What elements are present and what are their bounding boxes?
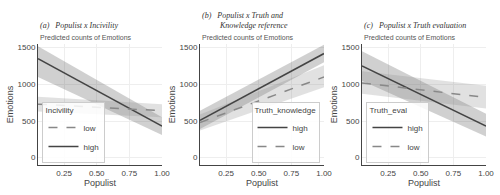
svg-text:1500: 1500: [180, 43, 198, 52]
svg-text:500: 500: [184, 117, 198, 126]
svg-text:(c) Populist x Truth evaluat: (c) Populist x Truth evaluation: [364, 21, 466, 30]
svg-text:0: 0: [193, 153, 198, 162]
svg-text:500: 500: [346, 117, 360, 126]
svg-text:high: high: [407, 124, 422, 133]
svg-text:1000: 1000: [180, 80, 198, 89]
svg-text:1.00: 1.00: [478, 169, 494, 178]
svg-text:Truth_knowledge: Truth_knowledge: [255, 106, 317, 115]
svg-text:(b) Populist x Truth and: (b) Populist x Truth and Knowledge refer…: [202, 11, 288, 30]
svg-text:(a) Populist x Incivility: (a) Populist x Incivility: [40, 21, 118, 30]
svg-text:1.00: 1.00: [154, 169, 170, 178]
svg-text:Predicted counts of Emotions: Predicted counts of Emotions: [364, 34, 456, 41]
svg-text:0.75: 0.75: [446, 169, 462, 178]
svg-text:0.25: 0.25: [56, 169, 72, 178]
svg-text:Predicted counts of Emotions: Predicted counts of Emotions: [202, 34, 294, 41]
svg-text:Emotions: Emotions: [5, 85, 15, 123]
svg-text:Populist: Populist: [408, 178, 441, 188]
svg-text:Emotions: Emotions: [167, 85, 177, 123]
svg-text:0.25: 0.25: [218, 169, 234, 178]
svg-text:0.50: 0.50: [89, 169, 105, 178]
svg-text:high: high: [83, 143, 98, 152]
svg-text:Populist: Populist: [246, 178, 279, 188]
svg-text:0: 0: [355, 153, 360, 162]
svg-text:500: 500: [22, 117, 36, 126]
svg-text:low: low: [407, 143, 419, 152]
svg-text:1500: 1500: [342, 43, 360, 52]
svg-text:0.75: 0.75: [284, 169, 300, 178]
svg-text:1000: 1000: [342, 80, 360, 89]
svg-text:0: 0: [31, 153, 36, 162]
svg-text:Populist: Populist: [84, 178, 117, 188]
svg-text:0.50: 0.50: [413, 169, 429, 178]
svg-text:high: high: [293, 124, 308, 133]
svg-text:Emotions: Emotions: [329, 85, 339, 123]
svg-text:Predicted counts of Emotions: Predicted counts of Emotions: [40, 34, 132, 41]
svg-text:1500: 1500: [18, 43, 36, 52]
svg-text:0.25: 0.25: [380, 169, 396, 178]
svg-text:Truth_eval: Truth_eval: [369, 106, 407, 115]
svg-text:1000: 1000: [18, 80, 36, 89]
svg-text:0.50: 0.50: [251, 169, 267, 178]
svg-text:low: low: [83, 124, 95, 133]
svg-text:1.00: 1.00: [316, 169, 332, 178]
svg-text:Incivility: Incivility: [45, 106, 73, 115]
svg-text:low: low: [293, 143, 305, 152]
svg-text:0.75: 0.75: [122, 169, 138, 178]
